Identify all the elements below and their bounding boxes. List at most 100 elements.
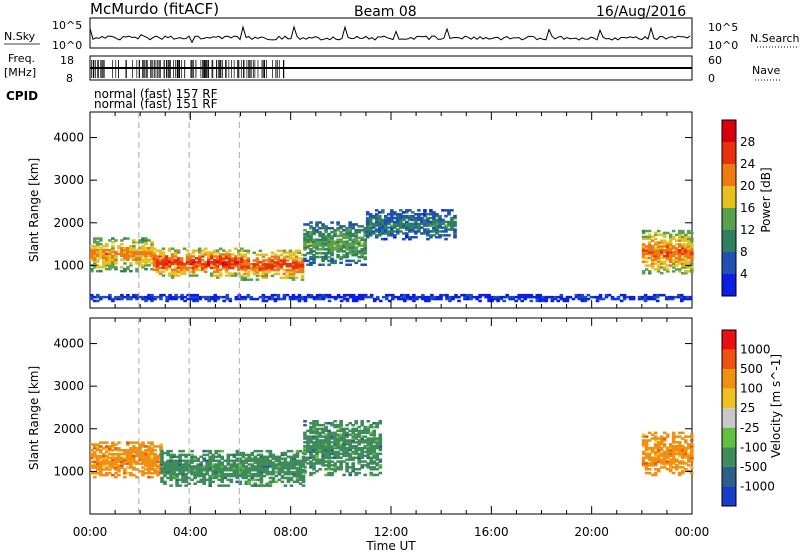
data-cell [276, 268, 281, 272]
data-cell [111, 297, 115, 301]
data-cell [250, 465, 255, 468]
data-cell [378, 214, 382, 218]
data-cell [457, 295, 461, 299]
data-cell [336, 255, 340, 259]
data-cell [193, 459, 197, 462]
data-cell [342, 445, 346, 448]
data-cell [105, 267, 109, 271]
data-cell [381, 226, 385, 229]
data-cell [247, 455, 252, 459]
data-cell [129, 254, 133, 257]
data-cell [387, 234, 391, 237]
data-cell [674, 252, 679, 256]
colorbar-tick-label: 8 [740, 245, 748, 259]
data-cell [241, 476, 246, 480]
data-cell [123, 472, 127, 475]
data-cell [430, 295, 434, 299]
data-cell [228, 299, 233, 303]
data-cell [315, 230, 319, 234]
data-cell [203, 251, 208, 254]
data-cell [240, 257, 244, 260]
data-cell [687, 443, 691, 446]
data-cell [487, 297, 491, 301]
data-cell [300, 265, 305, 268]
data-cell [129, 295, 133, 299]
data-cell [622, 295, 627, 299]
data-cell [408, 226, 412, 229]
data-cell [152, 268, 157, 272]
data-cell [108, 460, 112, 463]
data-cell [372, 460, 376, 463]
data-cell [312, 295, 317, 299]
data-cell [114, 267, 118, 271]
data-cell [662, 445, 667, 448]
data-cell [438, 218, 442, 222]
data-cell [658, 293, 663, 297]
data-cell [232, 469, 237, 472]
data-cell [508, 295, 512, 299]
data-cell [135, 252, 139, 256]
data-cell [153, 470, 157, 473]
data-cell [262, 463, 267, 466]
data-cell [668, 464, 673, 467]
data-cell [445, 297, 449, 301]
data-cell [289, 461, 294, 464]
data-cell [238, 461, 243, 464]
data-cell [238, 472, 243, 476]
data-cell [141, 445, 145, 448]
data-cell [390, 220, 394, 224]
data-cell [668, 469, 673, 473]
data-cell [208, 476, 212, 480]
data-cell [114, 254, 118, 257]
data-cell [309, 295, 314, 299]
data-cell [369, 431, 373, 435]
data-cell [253, 449, 258, 453]
data-cell [312, 431, 316, 435]
data-cell [342, 452, 346, 456]
data-cell [303, 232, 307, 236]
data-cell [441, 218, 445, 222]
data-cell [93, 454, 97, 458]
data-cell [363, 234, 367, 238]
data-cell [668, 250, 673, 254]
data-cell [368, 228, 373, 231]
colorbar-tick-label: 20 [740, 179, 755, 193]
data-cell [656, 469, 661, 473]
data-cell [309, 466, 313, 469]
data-cell [163, 471, 167, 474]
data-cell [309, 242, 313, 245]
data-cell [690, 450, 694, 454]
data-cell [197, 247, 202, 250]
data-cell [228, 255, 232, 258]
data-cell [105, 472, 109, 475]
data-cell [232, 461, 237, 464]
data-cell [671, 458, 676, 461]
data-cell [342, 433, 346, 436]
data-cell [163, 469, 167, 472]
data-cell [641, 445, 646, 448]
data-cell [687, 247, 691, 250]
colorbar-tick-label: 24 [740, 157, 755, 171]
colorbar-bin [722, 230, 736, 252]
data-cell [244, 480, 249, 484]
data-cell [687, 256, 691, 260]
data-cell [345, 248, 349, 251]
data-cell [246, 263, 251, 266]
data-cell [366, 456, 370, 459]
data-cell [357, 446, 361, 450]
data-cell [303, 456, 307, 459]
data-cell [303, 253, 307, 257]
data-cell [228, 257, 232, 260]
data-cell [381, 211, 385, 214]
data-cell [393, 224, 397, 227]
data-cell [114, 256, 118, 259]
data-cell [671, 245, 676, 248]
data-cell [135, 295, 139, 299]
data-cell [399, 226, 403, 229]
data-cell [105, 244, 109, 248]
data-cell [256, 467, 261, 470]
data-cell [135, 250, 139, 254]
data-cell [550, 299, 555, 303]
data-cell [173, 255, 178, 258]
